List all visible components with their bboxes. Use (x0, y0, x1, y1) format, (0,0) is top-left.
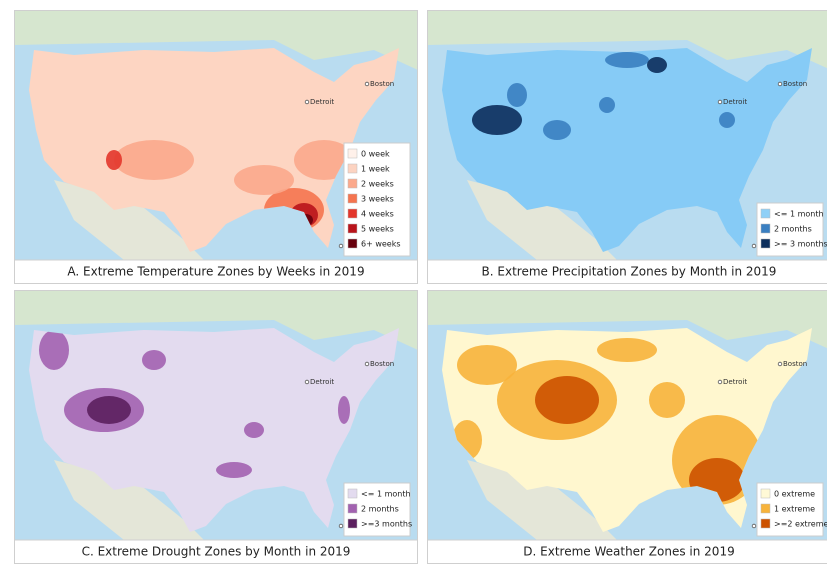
legend-swatch (348, 489, 357, 498)
place-dot (339, 524, 343, 528)
zone (649, 382, 685, 418)
place-label: Boston (783, 360, 807, 368)
legend-label: 2 months (361, 505, 399, 514)
place-dot (339, 244, 343, 248)
legend-swatch (348, 164, 357, 173)
place-dot (305, 380, 309, 384)
legend-swatch (348, 149, 357, 158)
zone (142, 350, 166, 370)
legend-swatch (348, 194, 357, 203)
legend-label: 2 weeks (361, 180, 394, 189)
zone (39, 330, 69, 370)
zone (599, 97, 615, 113)
place-dot (752, 524, 756, 528)
zone (457, 345, 517, 385)
legend-label: 1 extreme (774, 505, 815, 514)
place-dot (365, 82, 369, 86)
legend-swatch (348, 179, 357, 188)
zone (338, 396, 350, 424)
legend-label: 0 week (361, 150, 390, 159)
place-label: Boston (370, 80, 394, 88)
legend-label: 3 weeks (361, 195, 394, 204)
place-label: Detroit (723, 98, 747, 106)
legend-swatch (348, 224, 357, 233)
legend-label: 1 week (361, 165, 390, 174)
caption: A. Extreme Temperature Zones by Weeks in… (67, 265, 364, 279)
legend-label: 5 weeks (361, 225, 394, 234)
place-dot (718, 380, 722, 384)
zone (216, 462, 252, 478)
legend-label: 4 weeks (361, 210, 394, 219)
zone (234, 165, 294, 195)
place-dot (778, 82, 782, 86)
place-dot (365, 362, 369, 366)
place-label: Detroit (310, 378, 334, 386)
legend-label: 0 extreme (774, 490, 815, 499)
legend-label: >= 3 months (774, 240, 827, 249)
legend-label: <= 1 month (774, 210, 824, 219)
zone (543, 120, 571, 140)
place-dot (778, 362, 782, 366)
legend-swatch (348, 209, 357, 218)
legend-label: >=2 extremes (774, 520, 827, 529)
zone (87, 396, 131, 424)
zone (597, 338, 657, 362)
legend-swatch (761, 224, 770, 233)
place-label: Detroit (723, 378, 747, 386)
zone (647, 57, 667, 73)
zone (719, 112, 735, 128)
caption: C. Extreme Drought Zones by Month in 201… (82, 545, 351, 559)
legend-label: <= 1 month (361, 490, 411, 499)
place-dot (752, 244, 756, 248)
legend-swatch (761, 519, 770, 528)
zone (472, 105, 522, 135)
zone (114, 140, 194, 180)
zone (605, 52, 649, 68)
legend-swatch (761, 209, 770, 218)
legend-label: >=3 months (361, 520, 412, 529)
zone (244, 422, 264, 438)
caption: D. Extreme Weather Zones in 2019 (523, 545, 734, 559)
place-dot (305, 100, 309, 104)
legend-swatch (761, 504, 770, 513)
caption: B. Extreme Precipitation Zones by Month … (482, 265, 777, 279)
zone (106, 150, 122, 170)
legend-swatch (348, 504, 357, 513)
place-label: Boston (783, 80, 807, 88)
legend-label: 6+ weeks (361, 240, 401, 249)
legend-swatch (761, 239, 770, 248)
legend-label: 2 months (774, 225, 812, 234)
zone (535, 376, 599, 424)
zone (507, 83, 527, 107)
legend-swatch (348, 239, 357, 248)
legend-swatch (761, 489, 770, 498)
place-dot (718, 100, 722, 104)
place-label: Detroit (310, 98, 334, 106)
legend-swatch (348, 519, 357, 528)
place-label: Boston (370, 360, 394, 368)
